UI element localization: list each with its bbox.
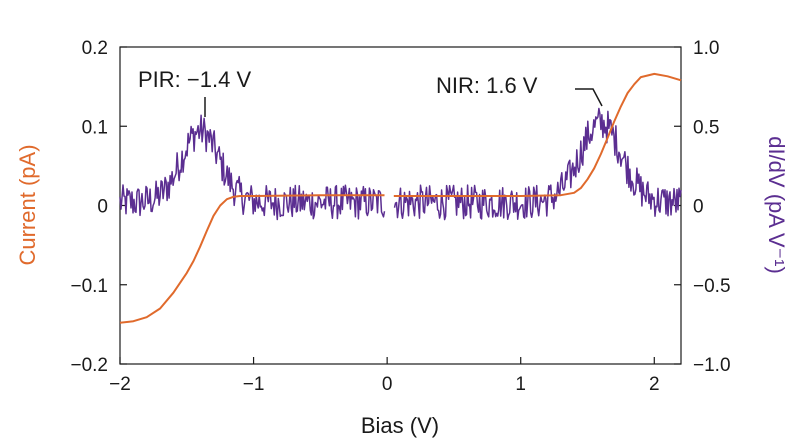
left-axis-ticks: −0.2 −0.1 0 0.1 0.2 (70, 38, 127, 376)
right-axis-title: dI/dV (pA V⁻¹) (764, 136, 789, 274)
left-tick-label: 0.2 (82, 38, 108, 59)
x-tick-label: 1 (515, 374, 526, 395)
didv-trace-2 (393, 107, 682, 221)
plot-lines (119, 72, 682, 324)
pir-annotation: PIR: −1.4 V (138, 67, 251, 92)
didv-trace-1 (119, 114, 386, 221)
left-axis-title: Current (pA) (15, 144, 40, 265)
left-tick-label: −0.2 (70, 355, 108, 376)
x-axis-title: Bias (V) (361, 413, 439, 438)
left-tick-label: −0.1 (70, 276, 108, 297)
nir-marker (575, 88, 603, 107)
x-tick-label: −1 (243, 374, 265, 395)
right-tick-label: 0.5 (693, 117, 719, 138)
x-axis-ticks: −2 −1 0 1 2 (109, 357, 660, 395)
right-axis-ticks: −1.0 −0.5 0 0.5 1.0 (674, 38, 731, 376)
left-tick-label: 0 (97, 197, 108, 218)
right-tick-label: −0.5 (693, 276, 731, 297)
current-trace-2 (393, 72, 682, 197)
x-tick-label: 0 (382, 374, 393, 395)
nir-annotation: NIR: 1.6 V (436, 73, 538, 98)
right-tick-label: 1.0 (693, 38, 719, 59)
current-trace-1 (119, 194, 385, 324)
x-tick-label: 2 (649, 374, 660, 395)
right-tick-label: 0 (693, 197, 704, 218)
left-tick-label: 0.1 (82, 117, 108, 138)
right-tick-label: −1.0 (693, 355, 731, 376)
x-tick-label: −2 (109, 374, 131, 395)
